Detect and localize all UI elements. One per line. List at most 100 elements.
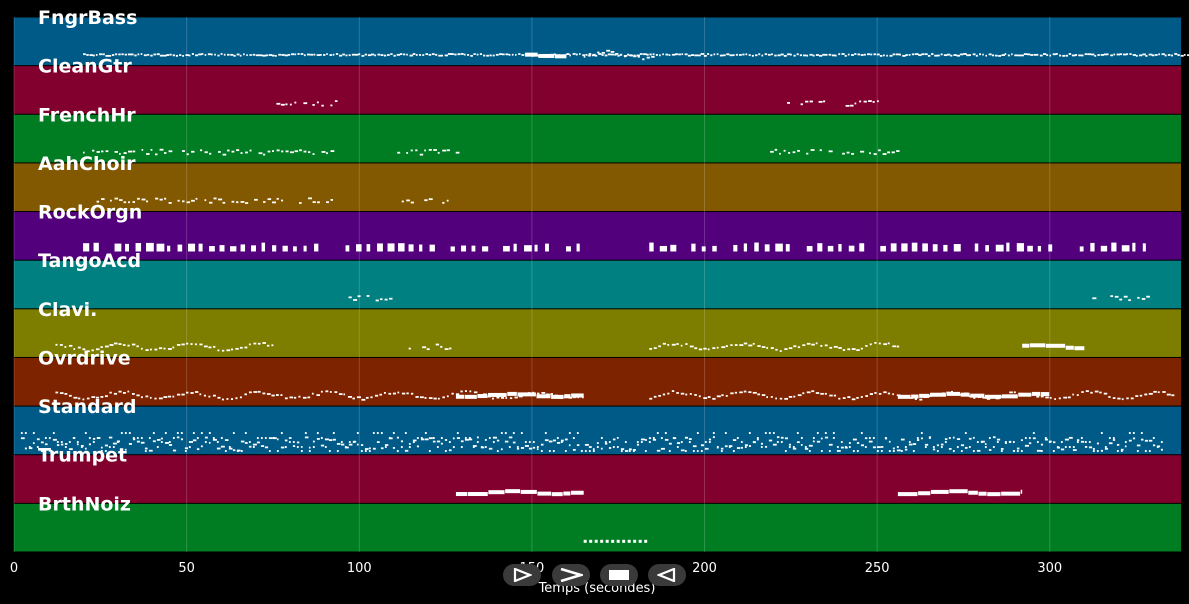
note <box>956 446 959 449</box>
note <box>1126 397 1129 400</box>
note <box>1088 446 1093 449</box>
note <box>292 445 296 447</box>
note <box>604 441 607 444</box>
note <box>326 152 329 155</box>
note <box>100 396 104 398</box>
note <box>880 446 884 448</box>
note <box>1080 440 1085 443</box>
note <box>191 53 194 55</box>
note <box>104 450 107 453</box>
note <box>1007 54 1010 57</box>
note <box>289 396 294 399</box>
note <box>792 151 796 154</box>
note <box>464 438 469 441</box>
note <box>115 53 118 56</box>
note <box>512 441 516 444</box>
note <box>509 397 513 400</box>
note <box>460 390 463 393</box>
note <box>633 539 637 543</box>
note <box>308 151 311 154</box>
note <box>294 150 299 153</box>
note <box>358 53 361 56</box>
play-reverse-icon <box>657 568 676 582</box>
note <box>91 349 94 352</box>
note <box>772 443 777 446</box>
note <box>568 444 571 447</box>
note <box>700 450 703 453</box>
note <box>844 446 848 449</box>
note <box>409 54 414 57</box>
note <box>639 53 643 55</box>
note <box>720 447 724 450</box>
note <box>960 444 965 447</box>
note <box>563 491 571 496</box>
note <box>658 345 661 348</box>
note <box>869 393 874 395</box>
note <box>597 51 600 54</box>
forward-button[interactable] <box>552 564 590 586</box>
note <box>422 346 427 349</box>
note <box>1045 396 1049 399</box>
note <box>376 432 379 435</box>
note <box>307 53 311 56</box>
note <box>80 444 84 447</box>
note <box>649 53 652 56</box>
note <box>144 450 147 453</box>
track-label: Standard <box>38 396 137 418</box>
note <box>431 53 435 56</box>
note <box>743 390 747 393</box>
note <box>655 54 658 56</box>
note <box>113 392 118 395</box>
note <box>636 443 640 446</box>
note <box>1008 440 1012 443</box>
note <box>500 396 505 399</box>
note <box>345 54 348 57</box>
note <box>449 347 452 350</box>
note <box>272 245 277 252</box>
note <box>108 436 113 439</box>
note <box>1020 489 1023 494</box>
note <box>995 54 998 57</box>
note <box>600 539 604 543</box>
note <box>792 447 797 450</box>
note <box>833 345 838 348</box>
note <box>406 152 409 154</box>
x-tick-label: 250 <box>865 561 890 576</box>
note <box>451 53 454 55</box>
note <box>707 348 710 351</box>
note <box>1120 450 1123 453</box>
track-lane <box>14 17 1181 66</box>
note <box>1164 54 1167 57</box>
note <box>966 54 970 57</box>
note <box>916 439 920 441</box>
note <box>878 392 882 395</box>
note <box>356 432 359 435</box>
note <box>732 54 735 57</box>
note <box>1166 393 1171 396</box>
note <box>303 150 307 153</box>
note <box>784 450 787 453</box>
note <box>600 447 603 450</box>
note <box>325 390 329 393</box>
note <box>827 245 834 252</box>
play-button[interactable] <box>503 564 541 586</box>
note <box>882 153 887 155</box>
note <box>176 344 181 346</box>
note <box>1060 441 1063 444</box>
stop-button[interactable] <box>600 564 638 586</box>
note <box>992 436 996 439</box>
note <box>872 101 875 103</box>
note <box>792 446 795 449</box>
rewind-button[interactable] <box>648 564 686 586</box>
note <box>275 394 279 396</box>
note <box>662 393 666 396</box>
note <box>1072 393 1074 396</box>
note <box>653 347 657 349</box>
note <box>468 438 473 441</box>
note <box>1142 53 1146 56</box>
note <box>252 446 255 449</box>
note <box>495 53 499 56</box>
note <box>204 436 208 439</box>
note <box>796 432 799 435</box>
note <box>296 441 300 444</box>
